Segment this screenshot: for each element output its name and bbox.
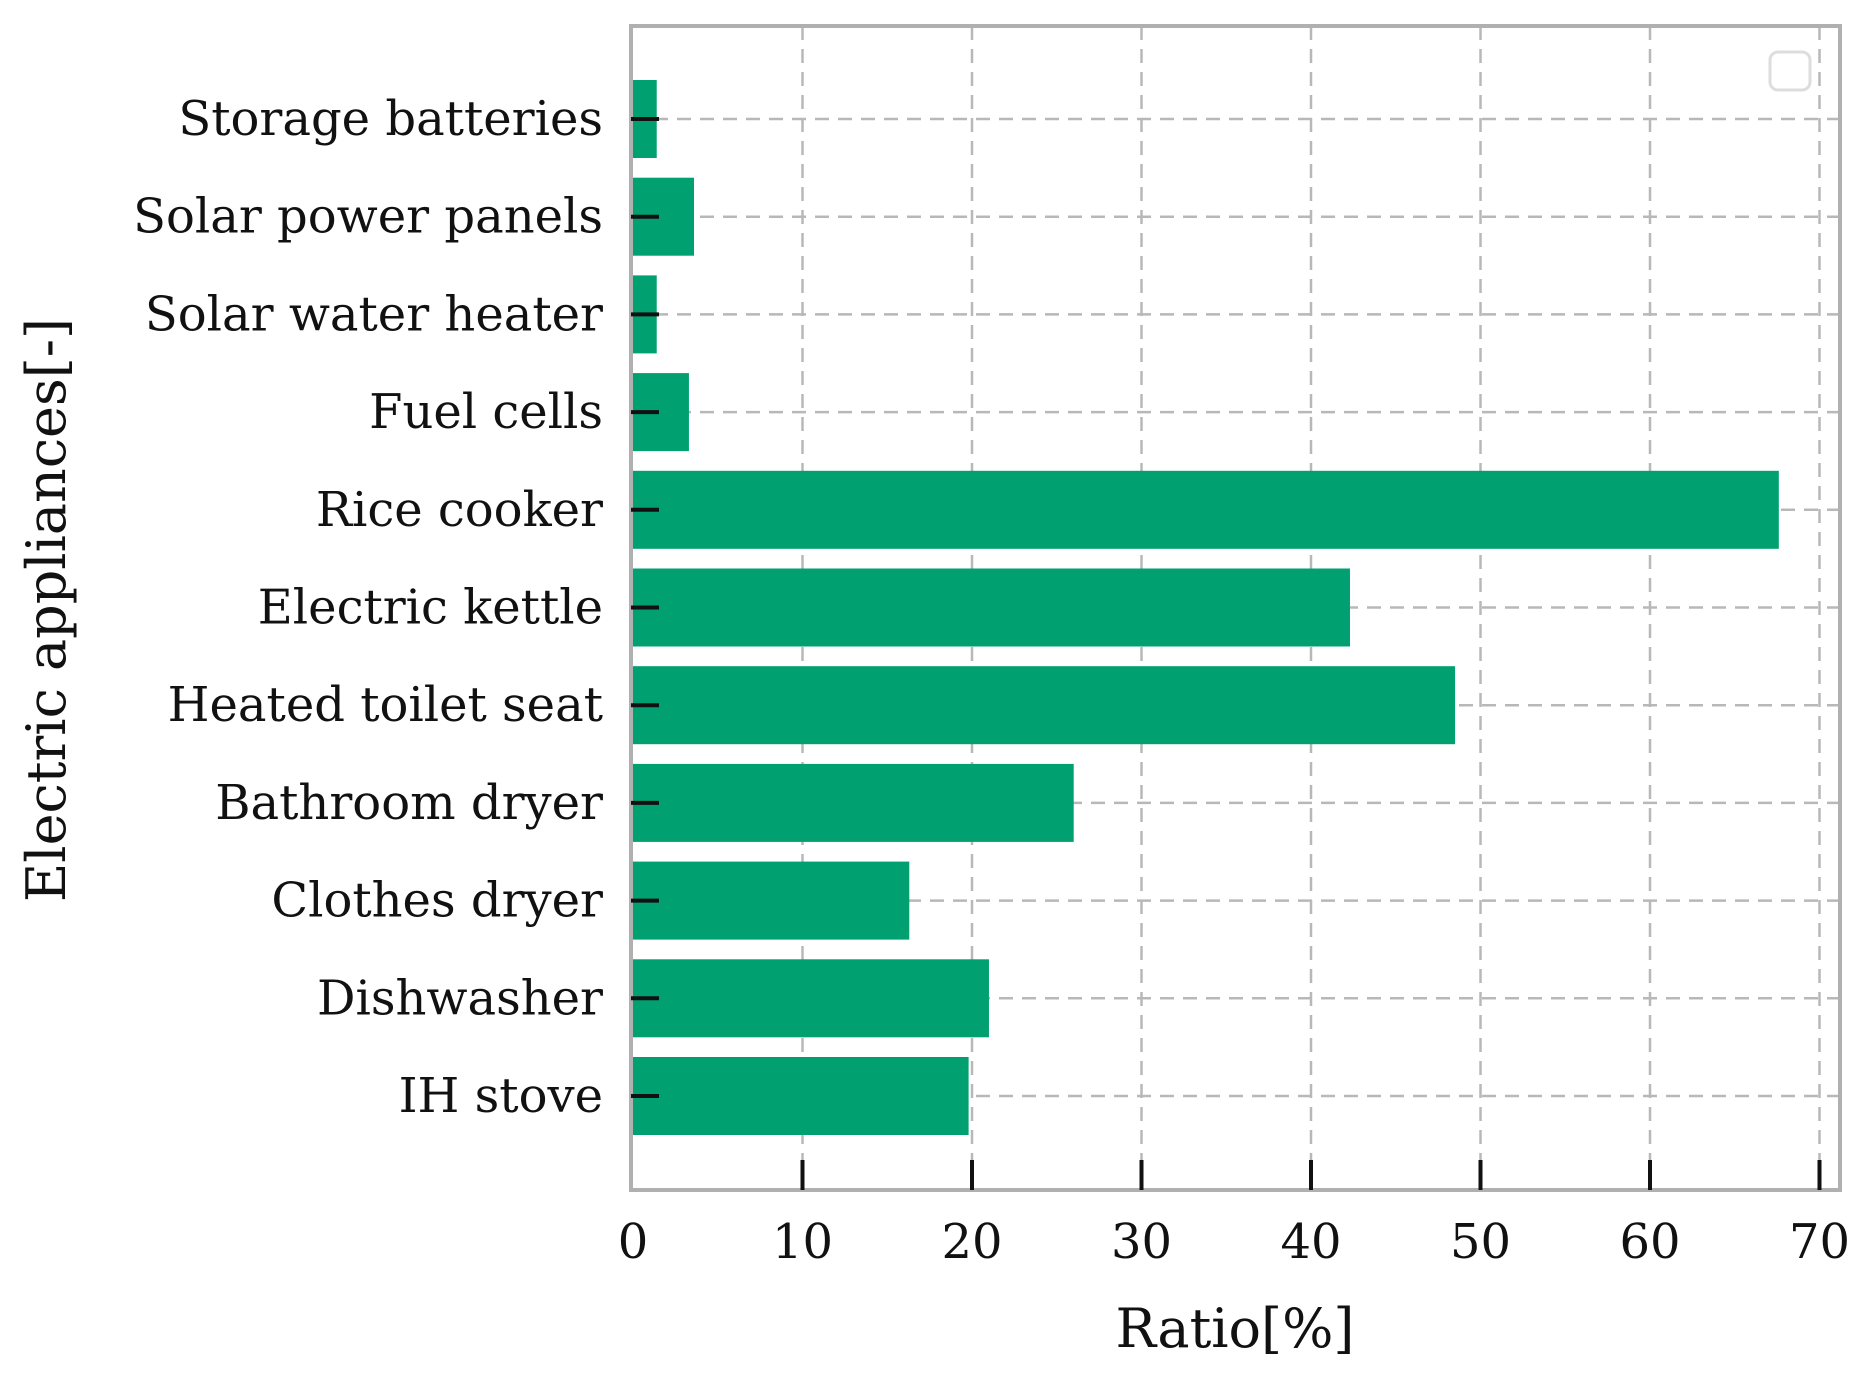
- x-tick-label: 70: [1789, 1214, 1850, 1270]
- x-axis-label: Ratio[%]: [1115, 1297, 1354, 1360]
- x-tick-label: 30: [1111, 1214, 1172, 1270]
- y-tick-label: Fuel cells: [369, 384, 603, 440]
- y-tick-label: Heated toilet seat: [168, 677, 603, 733]
- x-tick-label: 0: [618, 1214, 649, 1270]
- ticks: [631, 117, 1822, 1190]
- x-tick-label: 60: [1619, 1214, 1680, 1270]
- x-tick-label: 20: [941, 1214, 1002, 1270]
- y-tick-label: Solar power panels: [133, 189, 603, 245]
- x-tick-label: 40: [1280, 1214, 1341, 1270]
- legend-box: [1768, 50, 1812, 92]
- y-tick-label: IH stove: [399, 1068, 603, 1124]
- bar: [633, 861, 910, 940]
- y-tick-label: Bathroom dryer: [215, 775, 603, 831]
- bar: [633, 666, 1456, 745]
- bars: [633, 80, 1779, 1135]
- x-tick-label: 50: [1450, 1214, 1511, 1270]
- y-tick-label: Electric kettle: [258, 580, 603, 636]
- y-tick-label: Solar water heater: [145, 286, 603, 342]
- y-axis-label: Electric appliances[-]: [15, 318, 78, 902]
- y-tick-label: Dishwasher: [317, 970, 603, 1026]
- y-tick-label: Clothes dryer: [271, 873, 603, 929]
- y-tick-label: Rice cooker: [316, 482, 603, 538]
- y-tick-label: Storage batteries: [178, 91, 603, 147]
- tick-labels: 0 10 20 30 40 50 60 70 Storage batteries Solar po…: [133, 91, 1850, 1270]
- x-tick-label: 10: [772, 1214, 833, 1270]
- bar: [633, 763, 1074, 842]
- bar: [633, 1057, 969, 1135]
- bar: [633, 470, 1779, 549]
- bar: [633, 568, 1350, 647]
- bar: [633, 959, 989, 1038]
